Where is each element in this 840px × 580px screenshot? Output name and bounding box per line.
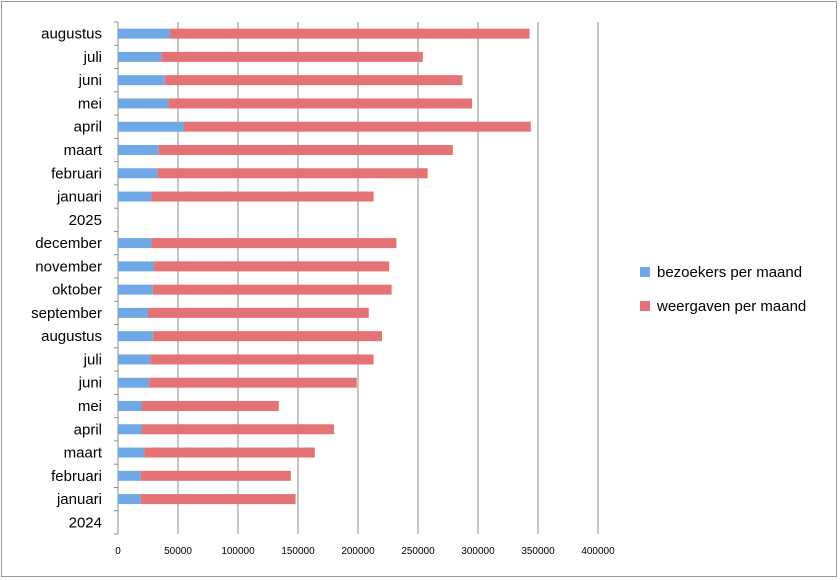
bar-bezoekers bbox=[118, 75, 165, 86]
category-label: 2024 bbox=[69, 514, 102, 531]
category-label: april bbox=[74, 421, 102, 438]
bar-weergaven bbox=[164, 75, 463, 86]
bar-weergaven bbox=[184, 121, 531, 132]
category-label: mei bbox=[78, 398, 102, 415]
bar-bezoekers bbox=[118, 28, 170, 39]
category-label: 2025 bbox=[69, 212, 102, 229]
bar-weergaven bbox=[142, 401, 279, 411]
category-label: oktober bbox=[52, 282, 102, 299]
bar-bezoekers bbox=[118, 331, 153, 342]
bar-bezoekers bbox=[118, 51, 162, 62]
category-label: november bbox=[35, 258, 102, 275]
bar-weergaven bbox=[140, 470, 291, 481]
bar-weergaven bbox=[168, 98, 472, 109]
x-tick-label: 350000 bbox=[521, 546, 555, 557]
bar-bezoekers bbox=[118, 284, 153, 295]
bar-weergaven bbox=[157, 168, 428, 179]
bar-bezoekers bbox=[118, 168, 158, 179]
bar-bezoekers bbox=[118, 307, 148, 318]
x-tick-label: 250000 bbox=[401, 546, 435, 557]
bar-weergaven bbox=[151, 238, 397, 249]
x-tick-label: 0 bbox=[115, 546, 121, 557]
bar-bezoekers bbox=[118, 377, 150, 388]
legend-swatch bbox=[640, 267, 650, 277]
bar-bezoekers bbox=[118, 121, 184, 132]
category-label: september bbox=[31, 305, 102, 322]
bar-bezoekers bbox=[118, 494, 141, 505]
category-label: april bbox=[74, 119, 102, 136]
bar-bezoekers bbox=[118, 261, 154, 272]
category-label: mei bbox=[78, 95, 102, 112]
x-tick-label: 50000 bbox=[164, 546, 192, 557]
category-label: augustus bbox=[41, 328, 102, 345]
category-label: juni bbox=[78, 72, 102, 89]
x-tick-label: 100000 bbox=[221, 546, 255, 557]
x-tick-label: 150000 bbox=[281, 546, 315, 557]
category-label: maart bbox=[64, 142, 103, 159]
bar-weergaven bbox=[151, 191, 374, 202]
category-label: juli bbox=[83, 351, 102, 368]
bar-weergaven bbox=[152, 284, 392, 295]
bar-weergaven bbox=[144, 447, 315, 458]
bar-weergaven bbox=[150, 354, 374, 365]
category-label: december bbox=[35, 235, 102, 252]
bar-weergaven bbox=[149, 377, 357, 388]
bar-bezoekers bbox=[118, 424, 142, 435]
bar-weergaven bbox=[158, 145, 453, 155]
bar-bezoekers bbox=[118, 238, 152, 249]
category-label: februari bbox=[51, 165, 102, 182]
category-label: juni bbox=[78, 375, 102, 392]
bar-weergaven bbox=[169, 28, 530, 39]
bar-bezoekers bbox=[118, 98, 169, 109]
bar-bezoekers bbox=[118, 401, 142, 411]
bar-bezoekers bbox=[118, 354, 151, 365]
category-label: maart bbox=[64, 445, 103, 462]
bar-weergaven bbox=[140, 494, 296, 505]
bar-weergaven bbox=[152, 331, 382, 342]
bar-weergaven bbox=[148, 307, 369, 318]
bar-bezoekers bbox=[118, 447, 145, 458]
bar-weergaven bbox=[142, 424, 334, 435]
legend-label: bezoekers per maand bbox=[657, 264, 802, 281]
category-label: juli bbox=[83, 49, 102, 66]
category-label: februari bbox=[51, 468, 102, 485]
x-tick-label: 200000 bbox=[341, 546, 375, 557]
bar-bezoekers bbox=[118, 191, 152, 202]
bar-bezoekers bbox=[118, 145, 159, 155]
legend-swatch bbox=[640, 301, 650, 311]
legend-label: weergaven per maand bbox=[656, 298, 806, 315]
x-tick-label: 400000 bbox=[581, 546, 615, 557]
category-label: januari bbox=[56, 491, 102, 508]
category-label: januari bbox=[56, 189, 102, 206]
bar-weergaven bbox=[161, 51, 423, 62]
category-label: augustus bbox=[41, 26, 102, 43]
x-tick-label: 300000 bbox=[461, 546, 495, 557]
bar-bezoekers bbox=[118, 470, 141, 481]
bar-weergaven bbox=[154, 261, 390, 272]
